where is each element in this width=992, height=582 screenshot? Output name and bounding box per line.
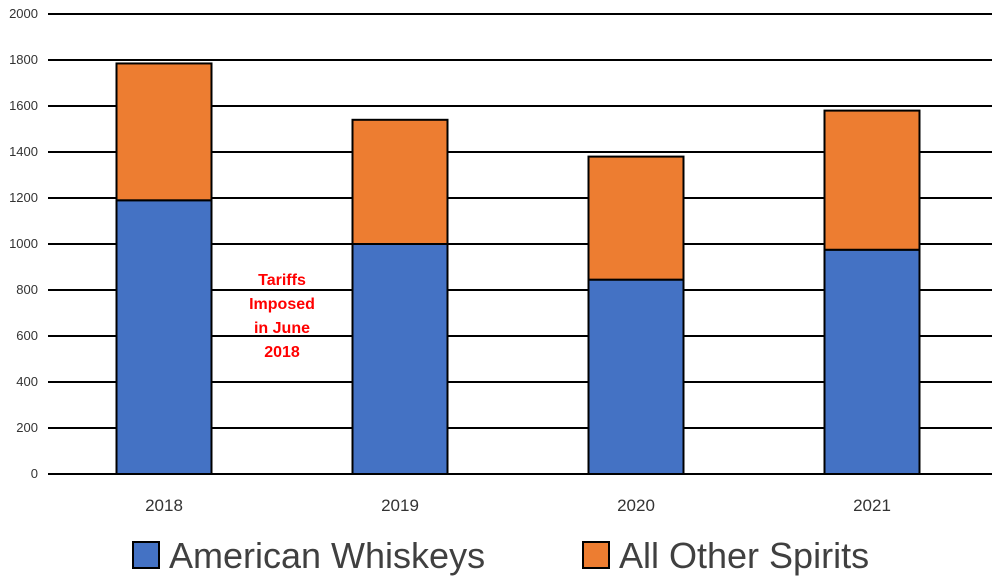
y-tick-label-800: 800 [16,282,38,297]
legend: American Whiskeys All Other Spirits [132,535,869,576]
y-tick-label-200: 200 [16,420,38,435]
y-tick-label-600: 600 [16,328,38,343]
bars [115,62,921,476]
annotation: Tariffs Imposed in June 2018 [249,272,315,361]
bar-2019-series-1 [351,118,449,245]
y-tick-label-1600: 1600 [9,98,38,113]
annotation-line-1: Imposed [249,296,315,313]
bar-2018-series-1 [115,62,213,202]
legend-swatch-0 [132,541,160,569]
x-tick-label-2021: 2021 [853,496,891,515]
y-tick-label-1400: 1400 [9,144,38,159]
x-axis: 2018 2019 2020 2021 [145,496,891,515]
y-tick-label-0: 0 [31,466,38,481]
y-tick-label-1200: 1200 [9,190,38,205]
x-tick-label-2019: 2019 [381,496,419,515]
annotation-line-2: in June [254,320,310,337]
bar-2019-series-0 [351,243,449,475]
annotation-line-3: 2018 [264,344,300,361]
y-axis: 0 200 400 600 800 1000 1200 1400 1600 1800 2000 [9,6,38,481]
bar-2018-series-0 [115,199,213,476]
y-tick-label-1800: 1800 [9,52,38,67]
y-tick-label-2000: 2000 [9,6,38,21]
bar-2021-series-1 [823,109,921,251]
legend-swatch-1 [582,541,610,569]
bar-2020-series-1 [587,155,685,281]
y-tick-label-1000: 1000 [9,236,38,251]
legend-label-1: All Other Spirits [619,535,869,576]
annotation-line-0: Tariffs [258,272,306,289]
x-tick-label-2020: 2020 [617,496,655,515]
y-tick-label-400: 400 [16,374,38,389]
x-tick-label-2018: 2018 [145,496,183,515]
bar-2021-series-0 [823,248,921,475]
legend-label-0: American Whiskeys [169,535,485,576]
bar-2020-series-0 [587,278,685,475]
